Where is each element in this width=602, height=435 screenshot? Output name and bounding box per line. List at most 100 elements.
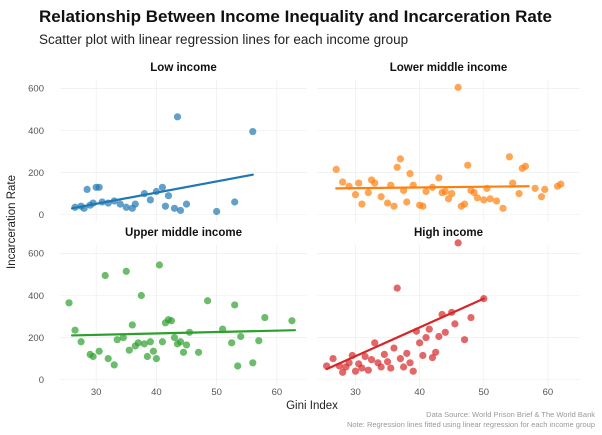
data-point <box>122 267 130 275</box>
data-point <box>557 180 565 188</box>
data-point <box>137 291 145 300</box>
data-point <box>125 346 133 354</box>
regression-line <box>325 297 485 371</box>
data-point <box>409 367 417 375</box>
data-point <box>358 364 366 372</box>
data-point <box>406 359 414 367</box>
data-point <box>339 368 347 376</box>
data-point <box>515 190 523 198</box>
y-tick-label: 400 <box>28 126 44 137</box>
data-point <box>152 355 160 363</box>
data-point <box>377 193 385 201</box>
y-tick-label: 200 <box>28 168 44 179</box>
data-point <box>170 333 179 342</box>
y-tick-label: 600 <box>28 84 44 95</box>
data-point <box>65 299 73 307</box>
data-point <box>537 193 546 201</box>
data-point <box>203 297 212 305</box>
data-point <box>176 206 185 215</box>
data-point <box>364 188 372 197</box>
data-point <box>441 328 449 336</box>
data-point <box>451 320 459 328</box>
chart-title: Relationship Between Income Inequality a… <box>39 7 552 26</box>
data-point <box>367 356 376 364</box>
data-point <box>390 202 398 210</box>
data-point <box>167 317 176 325</box>
data-point <box>435 332 443 341</box>
data-point <box>228 339 236 347</box>
data-point <box>486 195 494 203</box>
x-tick-label: 60 <box>272 387 283 398</box>
data-point <box>521 162 530 170</box>
data-point <box>146 196 154 204</box>
data-point <box>231 198 239 206</box>
data-point <box>364 366 372 374</box>
data-point <box>473 194 481 202</box>
data-point <box>403 198 411 206</box>
data-point <box>119 333 127 342</box>
data-point <box>95 183 103 191</box>
data-point <box>432 348 440 356</box>
data-point <box>339 178 347 186</box>
data-point <box>155 261 164 269</box>
data-point <box>377 363 385 371</box>
data-point <box>371 179 379 187</box>
data-point <box>396 155 404 163</box>
data-point <box>176 338 185 346</box>
data-point <box>435 174 443 182</box>
data-point <box>399 363 408 371</box>
facet-title: Low income <box>150 62 216 74</box>
data-point <box>351 367 360 375</box>
caption-source: Data Source: World Prison Brief & The Wo… <box>426 410 595 419</box>
data-point <box>288 317 296 325</box>
data-point <box>464 161 472 169</box>
chart-subtitle: Scatter plot with linear regression line… <box>39 32 408 47</box>
data-point <box>499 204 507 212</box>
data-point <box>249 359 257 367</box>
data-point <box>234 362 242 370</box>
data-point <box>383 199 392 207</box>
data-point <box>454 83 462 91</box>
data-point <box>396 355 404 363</box>
x-tick-label: 30 <box>91 387 102 398</box>
data-point <box>351 191 360 199</box>
data-point <box>71 326 79 334</box>
data-point <box>329 355 337 363</box>
data-point <box>425 325 433 333</box>
y-tick-label: 400 <box>28 291 44 302</box>
data-point <box>505 153 514 161</box>
data-point <box>101 271 109 280</box>
data-point <box>173 113 182 121</box>
data-point <box>158 183 167 191</box>
data-point <box>416 339 424 347</box>
data-point <box>480 196 488 204</box>
data-point <box>332 165 340 174</box>
data-point <box>231 301 239 309</box>
data-point <box>158 338 167 346</box>
data-point <box>149 347 157 355</box>
data-point <box>509 179 517 187</box>
x-tick-label: 50 <box>478 387 489 398</box>
data-point <box>143 352 151 361</box>
data-point <box>194 348 203 356</box>
y-tick-label: 200 <box>28 333 44 344</box>
data-point <box>361 352 369 361</box>
data-point <box>140 340 148 348</box>
data-point <box>164 192 173 200</box>
data-point <box>95 347 103 355</box>
data-point <box>371 339 379 347</box>
data-point <box>179 348 188 356</box>
facet-title: Upper middle income <box>125 227 242 239</box>
data-point <box>380 350 388 358</box>
data-point <box>419 202 427 210</box>
data-point <box>387 364 395 372</box>
facet-title: High income <box>414 227 483 239</box>
data-point <box>428 353 437 362</box>
data-point <box>454 239 462 247</box>
data-point <box>541 185 549 193</box>
data-point <box>170 204 179 212</box>
data-point <box>261 313 269 322</box>
y-axis-title: Incarceration Rate <box>6 175 18 269</box>
facet-panel: Lower middle income <box>317 62 580 222</box>
y-tick-label: 0 <box>39 375 44 386</box>
